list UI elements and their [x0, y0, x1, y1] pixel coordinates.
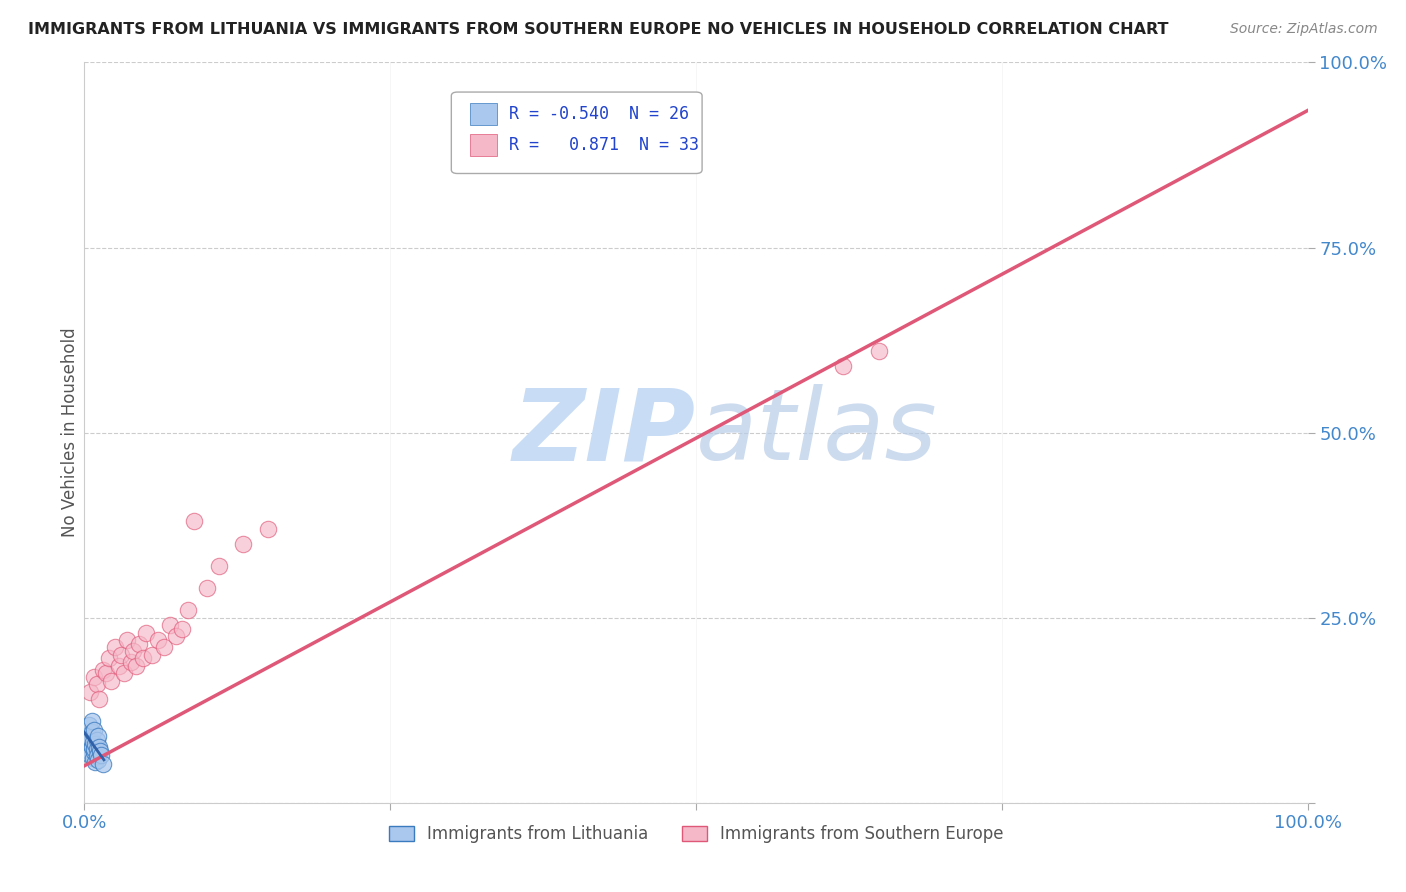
Point: [128, 637, 150, 651]
Point: [86, 677, 108, 691]
Point: [84, 755, 107, 769]
Point: [90, 747, 112, 762]
Point: [83, 723, 105, 738]
Point: [172, 622, 194, 636]
Text: R =   0.871  N = 33: R = 0.871 N = 33: [509, 136, 699, 154]
Point: [76, 732, 98, 747]
Point: [77, 728, 100, 742]
Point: [83, 741, 105, 756]
Point: [87, 729, 110, 743]
Point: [96, 666, 118, 681]
Point: [146, 632, 169, 647]
Point: [83, 746, 105, 760]
Point: [183, 515, 205, 529]
Point: [80, 725, 103, 739]
Point: [79, 747, 101, 762]
Point: [83, 670, 105, 684]
Point: [86, 749, 108, 764]
Point: [82, 751, 104, 765]
Point: [86, 732, 108, 747]
Point: [831, 359, 853, 373]
Point: [80, 740, 103, 755]
Point: [110, 648, 132, 662]
Point: [89, 744, 111, 758]
Point: [104, 640, 127, 655]
Point: [84, 737, 107, 751]
Point: [77, 738, 100, 752]
Point: [869, 344, 891, 359]
Text: Source: ZipAtlas.com: Source: ZipAtlas.com: [1230, 22, 1378, 37]
Point: [87, 753, 110, 767]
Point: [107, 658, 129, 673]
Point: [132, 651, 155, 665]
Point: [82, 735, 104, 749]
Point: [80, 714, 103, 729]
Point: [87, 692, 110, 706]
Point: [159, 618, 181, 632]
Point: [208, 558, 231, 573]
Point: [135, 625, 157, 640]
Point: [77, 744, 100, 758]
Point: [177, 603, 200, 617]
Point: [165, 629, 187, 643]
Text: 100.0%: 100.0%: [1274, 814, 1341, 832]
Point: [232, 536, 254, 550]
Point: [87, 739, 110, 754]
Point: [91, 663, 114, 677]
Point: [91, 757, 114, 772]
Text: IMMIGRANTS FROM LITHUANIA VS IMMIGRANTS FROM SOUTHERN EUROPE NO VEHICLES IN HOUS: IMMIGRANTS FROM LITHUANIA VS IMMIGRANTS …: [28, 22, 1168, 37]
Point: [153, 640, 176, 655]
Point: [195, 581, 218, 595]
Point: [122, 644, 145, 658]
Point: [112, 666, 135, 681]
Text: 0.0%: 0.0%: [62, 814, 107, 832]
Point: [79, 731, 101, 745]
Legend: Immigrants from Lithuania, Immigrants from Southern Europe: Immigrants from Lithuania, Immigrants fr…: [382, 819, 1010, 850]
Text: ZIP: ZIP: [513, 384, 696, 481]
Point: [86, 742, 108, 756]
Point: [115, 632, 138, 647]
FancyBboxPatch shape: [470, 103, 496, 126]
Point: [120, 655, 142, 669]
Point: [125, 658, 148, 673]
FancyBboxPatch shape: [451, 92, 702, 173]
Point: [100, 673, 122, 688]
Point: [257, 522, 280, 536]
Point: [79, 685, 101, 699]
Y-axis label: No Vehicles in Household: No Vehicles in Household: [62, 327, 80, 538]
Text: atlas: atlas: [696, 384, 938, 481]
Point: [141, 648, 163, 662]
Point: [77, 718, 100, 732]
FancyBboxPatch shape: [470, 135, 496, 156]
Text: R = -0.540  N = 26: R = -0.540 N = 26: [509, 105, 689, 123]
Point: [97, 651, 120, 665]
